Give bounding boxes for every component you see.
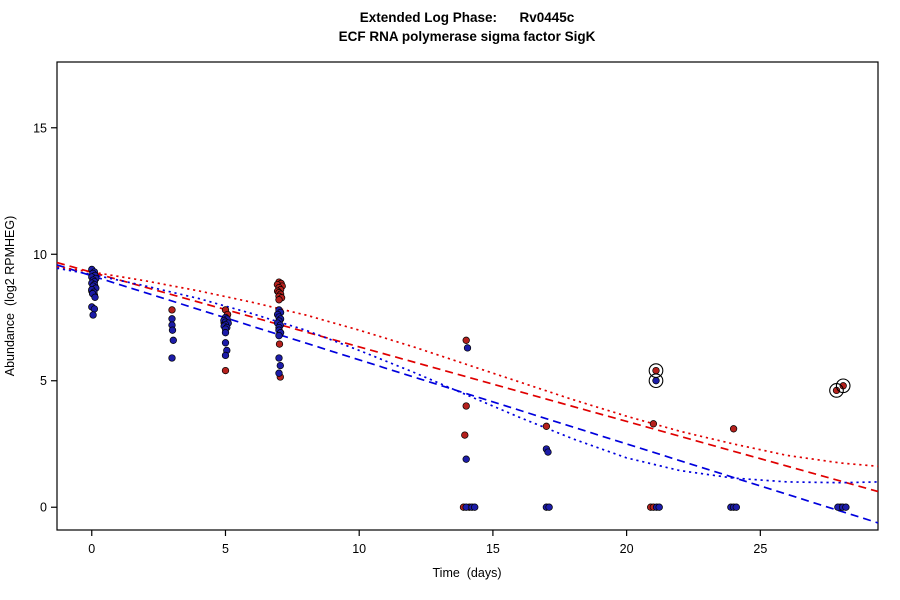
y-tick-label: 5 <box>40 374 47 388</box>
data-point-condition-red <box>652 366 660 375</box>
data-point-condition-blue <box>275 369 283 377</box>
y-axis-label: Abundance (log2 RPMHEG) <box>3 216 17 377</box>
data-point-condition-blue <box>545 503 553 511</box>
x-axis-label: Time (days) <box>433 566 502 580</box>
data-point-condition-blue <box>463 344 472 352</box>
data-point-condition-blue <box>275 332 283 340</box>
data-point-condition-red <box>168 306 176 314</box>
x-tick-label: 0 <box>88 542 95 556</box>
data-point-condition-blue <box>168 315 176 323</box>
data-point-condition-blue <box>275 354 283 362</box>
y-tick-label: 15 <box>33 121 47 135</box>
flagged-point-ring <box>648 373 664 389</box>
flagged-point-ring <box>648 363 664 378</box>
x-tick-label: 20 <box>620 542 634 556</box>
x-tick-label: 25 <box>753 542 767 556</box>
data-point-condition-blue <box>91 293 99 301</box>
data-point-condition-blue <box>276 361 284 370</box>
data-point-condition-red <box>542 422 551 430</box>
data-point-condition-blue <box>471 503 479 511</box>
data-point-condition-blue <box>462 455 470 463</box>
red-smooth-fit-curve <box>56 266 879 468</box>
data-point-condition-red <box>275 296 283 304</box>
blue-smooth-fit-curve <box>56 267 879 484</box>
x-tick-label: 15 <box>486 542 500 556</box>
data-point-condition-red <box>462 402 470 410</box>
data-point-condition-blue <box>168 354 176 362</box>
data-point-condition-blue <box>842 503 850 511</box>
data-point-condition-blue <box>655 503 663 511</box>
data-point-condition-red <box>221 366 230 375</box>
y-tick-label: 10 <box>33 248 47 262</box>
data-point-condition-blue <box>168 326 177 334</box>
flagged-point-ring <box>835 378 851 394</box>
y-tick-label: 0 <box>40 501 47 515</box>
data-point-condition-blue <box>221 351 230 360</box>
plot-box <box>56 61 879 531</box>
chart-title: Extended Log Phase: Rv0445c <box>360 10 575 25</box>
x-tick-label: 10 <box>352 542 366 556</box>
data-point-condition-red <box>649 420 658 428</box>
blue-linear-fit-curve <box>56 264 879 524</box>
data-point-condition-blue <box>90 305 99 313</box>
data-point-condition-blue <box>652 377 660 385</box>
data-point-condition-red <box>462 336 470 344</box>
data-point-condition-red <box>461 431 469 439</box>
data-point-condition-blue <box>732 503 740 511</box>
data-point-condition-blue <box>169 336 177 344</box>
x-tick-label: 5 <box>222 542 229 556</box>
data-point-condition-blue <box>89 311 97 319</box>
data-point-condition-red <box>729 425 738 433</box>
data-point-condition-blue <box>221 339 230 347</box>
data-point-condition-blue <box>221 329 230 337</box>
data-point-condition-red <box>275 340 284 348</box>
data-point-condition-blue <box>544 448 552 456</box>
chart-subtitle: ECF RNA polymerase sigma factor SigK <box>339 29 596 44</box>
